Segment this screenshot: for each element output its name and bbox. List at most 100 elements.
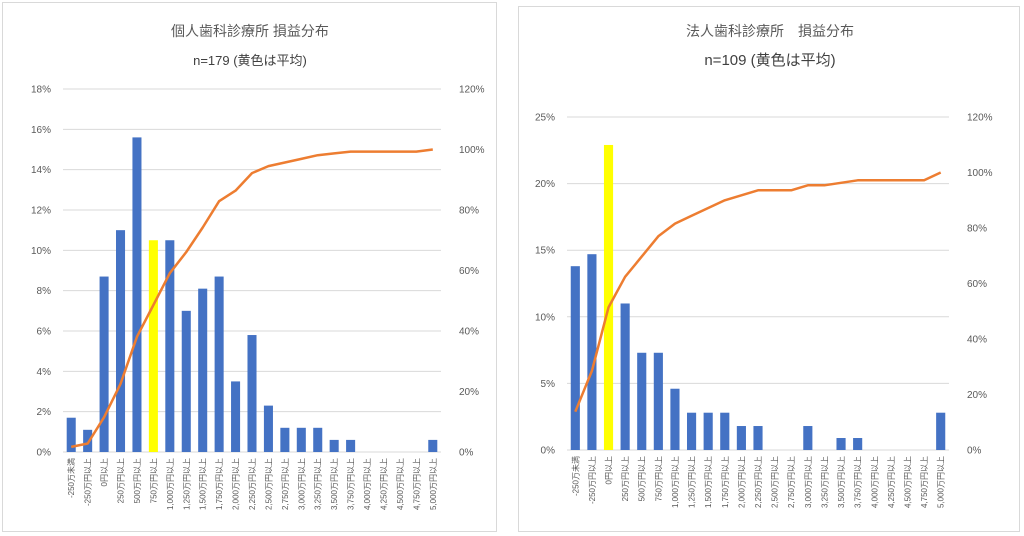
- x-tick-label: 3,500万円以上: [330, 458, 339, 510]
- y2-tick-label: 60%: [459, 266, 479, 277]
- y-tick-label: 6%: [37, 327, 52, 338]
- bar: [148, 240, 158, 452]
- bar: [247, 335, 257, 452]
- plot-area: 0% 5% 10% 15% 20% 25% 0% 20% 40% 60% 80% 100% 120% -2…: [535, 113, 993, 509]
- x-tick-label: 2,250万円以上: [248, 458, 257, 510]
- y-tick-label: 16%: [31, 125, 51, 136]
- x-tick-label: 500万円以上: [638, 456, 647, 501]
- y-tick-label: 0%: [541, 446, 556, 457]
- bar: [116, 230, 126, 452]
- bar: [214, 276, 224, 452]
- bar: [736, 426, 746, 450]
- chart-panel-left: 個人歯科診療所 損益分布 n=179 (黄色は平均) 0% 2% 4% 6% 8% 10%…: [2, 2, 497, 532]
- bar: [753, 426, 763, 450]
- x-tick-label: 750万円以上: [654, 456, 663, 501]
- x-tick-label: 4,250万円以上: [379, 458, 388, 510]
- x-tick-label: 4,250万円以上: [887, 456, 896, 508]
- chart-panel-right: 法人歯科診療所 損益分布 n=109 (黄色は平均) 0% 5% 10% 15% 20%…: [518, 6, 1020, 532]
- chart-right: 法人歯科診療所 損益分布 n=109 (黄色は平均) 0% 5% 10% 15% 20%…: [535, 23, 993, 509]
- cumulative-line: [574, 171, 942, 413]
- x-tick-label: 4,750万円以上: [412, 458, 421, 510]
- bar: [198, 288, 208, 452]
- y-tick-label: 15%: [535, 246, 555, 257]
- x-tick-label: 250万円以上: [117, 458, 126, 503]
- x-tick-label: 5,000万円以上: [429, 458, 438, 510]
- chart-title: 法人歯科診療所 損益分布: [686, 23, 854, 39]
- x-tick-label: -250万未満: [570, 456, 580, 496]
- x-tick-label: 1,250万円以上: [182, 458, 191, 510]
- x-tick-label: -250万円以上: [588, 456, 597, 504]
- x-tick-label: 1,500万円以上: [704, 456, 713, 508]
- x-tick-label: 750万円以上: [149, 458, 158, 503]
- y2-tick-label: 40%: [967, 335, 987, 346]
- x-tick-label: 2,750万円以上: [787, 456, 796, 508]
- bar: [346, 439, 356, 452]
- y2-tick-label: 120%: [459, 85, 485, 96]
- x-tick-label: -250万円以上: [84, 458, 93, 506]
- y2-tick-label: 80%: [967, 224, 987, 235]
- x-tick-label: 3,500万円以上: [837, 456, 846, 508]
- y2-tick-label: 100%: [967, 168, 993, 179]
- x-tick-label: 3,750万円以上: [347, 458, 356, 510]
- x-tick-label: 2,000万円以上: [232, 458, 241, 510]
- bar: [620, 303, 630, 450]
- x-tick-label: 2,250万円以上: [754, 456, 763, 508]
- y2-tick-label: 40%: [459, 327, 479, 338]
- bar: [83, 429, 93, 452]
- bar: [231, 381, 241, 452]
- x-tick-label: 1,000万円以上: [166, 458, 175, 510]
- x-tick-label: 1,500万円以上: [199, 458, 208, 510]
- bar: [686, 412, 697, 450]
- bar: [653, 352, 663, 450]
- x-tick-label: 500万円以上: [133, 458, 142, 503]
- x-tick-label: 3,750万円以上: [854, 456, 863, 508]
- x-tick-label: 3,250万円以上: [314, 458, 323, 510]
- x-tick-label: 2,000万円以上: [737, 456, 746, 508]
- bar: [936, 412, 946, 450]
- bar: [853, 438, 863, 450]
- y-tick-label: 20%: [535, 179, 555, 190]
- x-tick-label: 0円以上: [605, 456, 614, 484]
- y-tick-label: 4%: [37, 367, 52, 378]
- y2-tick-label: 120%: [967, 113, 993, 124]
- x-tick-label: 1,250万円以上: [688, 456, 697, 508]
- y-tick-label: 8%: [37, 286, 52, 297]
- y-tick-label: 0%: [37, 448, 52, 459]
- cumulative-line: [70, 148, 433, 449]
- bar: [603, 144, 614, 451]
- chart-subtitle: n=109 (黄色は平均): [704, 52, 835, 69]
- bar: [703, 412, 713, 450]
- bar: [165, 240, 175, 452]
- y2-tick-label: 20%: [967, 390, 987, 401]
- x-tick-label: 2,500万円以上: [771, 456, 780, 508]
- x-tick-label: 0円以上: [100, 458, 109, 486]
- y2-tick-label: 0%: [967, 446, 982, 457]
- x-tick-label: 1,750万円以上: [215, 458, 224, 510]
- x-tick-label: 2,500万円以上: [264, 458, 273, 510]
- bar: [836, 438, 846, 450]
- x-tick-label: 3,000万円以上: [297, 458, 306, 510]
- x-tick-label: 5,000万円以上: [937, 456, 946, 508]
- y2-tick-label: 80%: [459, 206, 479, 217]
- x-tick-label: 4,000万円以上: [363, 458, 372, 510]
- y-tick-label: 10%: [31, 246, 51, 257]
- y-tick-label: 25%: [535, 113, 555, 124]
- bar: [587, 254, 597, 450]
- bar: [329, 439, 339, 452]
- bar: [132, 137, 142, 452]
- bar: [803, 426, 813, 450]
- x-tick-label: 2,750万円以上: [281, 458, 290, 510]
- bar: [99, 276, 109, 452]
- x-tick-label: 3,250万円以上: [820, 456, 829, 508]
- bar: [670, 388, 680, 450]
- y2-tick-label: 20%: [459, 387, 479, 398]
- bar: [428, 439, 438, 452]
- bar: [296, 427, 306, 452]
- x-tick-label: 3,000万円以上: [804, 456, 813, 508]
- x-tick-label: 4,000万円以上: [870, 456, 879, 508]
- y-tick-label: 12%: [31, 206, 51, 217]
- y2-tick-label: 100%: [459, 145, 485, 156]
- x-tick-label: 250万円以上: [621, 456, 630, 501]
- bar: [637, 352, 647, 450]
- y-tick-label: 2%: [37, 407, 52, 418]
